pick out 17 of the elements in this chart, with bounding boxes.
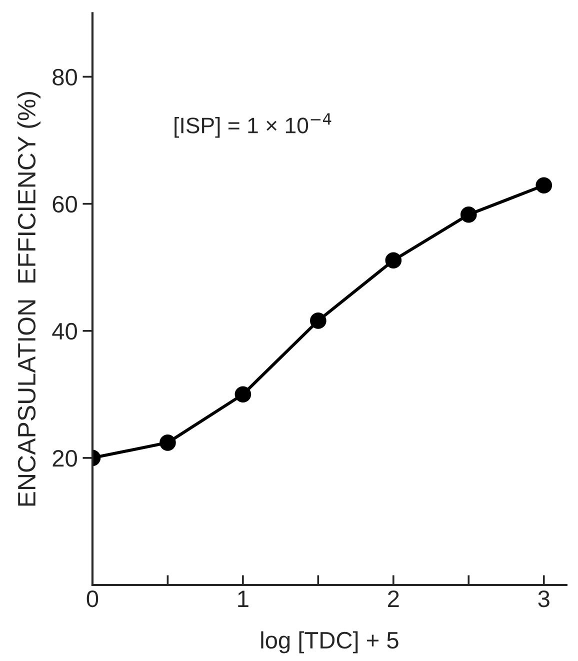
point: [160, 434, 176, 451]
point: [385, 252, 402, 269]
point: [234, 386, 252, 403]
point: [310, 312, 326, 329]
point: [460, 206, 477, 223]
x-tick-label: 3: [538, 590, 550, 608]
y-tick-label: 60: [52, 196, 77, 213]
x-tick-label: 1: [238, 590, 248, 607]
y-tick-label: 80: [52, 68, 77, 86]
x-axis-title: log [TDC] + 5: [261, 631, 398, 654]
x-tick-label: 0: [86, 590, 98, 608]
y-tick-label: 20: [52, 450, 77, 467]
annotation: [ISP] = 1 × 10$^{−4}$: [174, 113, 332, 138]
point: [536, 177, 552, 194]
y-tick-label: 40: [52, 322, 77, 340]
x-tick-label: 2: [388, 590, 399, 607]
y-axis-title: ENCAPSULATION EFFICIENCY (%): [17, 92, 41, 506]
